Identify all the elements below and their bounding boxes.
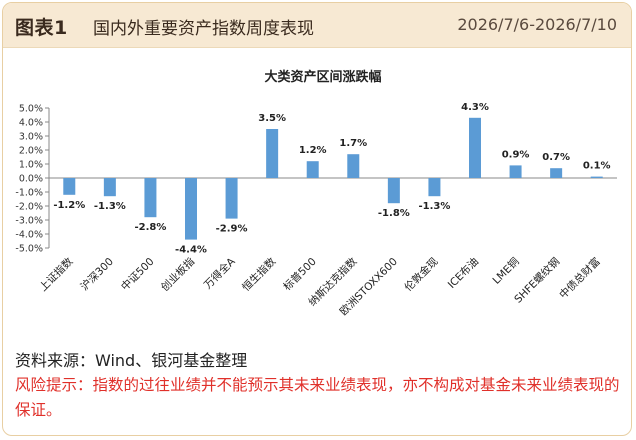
data-label: 4.3%: [461, 102, 489, 113]
bar: [428, 178, 441, 197]
data-label: -1.8%: [378, 208, 410, 219]
x-tick-label: 上证指数: [37, 255, 76, 294]
x-tick-label: 标普500: [281, 255, 319, 293]
data-label: -4.4%: [175, 245, 207, 256]
x-tick-label: 中债总财富: [557, 255, 603, 301]
data-label: -2.9%: [216, 224, 248, 235]
figure-header: 图表1 国内外重要资产指数周度表现 2026/7/6-2026/7/10: [3, 3, 631, 48]
y-tick-label: 5.0%: [19, 104, 43, 115]
y-tick-label: -1.0%: [15, 188, 43, 199]
y-tick-label: -4.0%: [15, 230, 43, 241]
x-tick-label: 中证500: [118, 255, 156, 293]
data-label: 1.7%: [339, 138, 367, 149]
data-label: -2.8%: [134, 222, 166, 233]
y-tick-label: 4.0%: [19, 118, 43, 129]
bar: [550, 168, 563, 178]
y-tick-label: 3.0%: [19, 132, 43, 143]
bar: [185, 178, 197, 240]
x-tick-label: ICE布油: [445, 255, 481, 291]
risk-notice: 风险提示：指数的过往业绩并不能预示其未来业绩表现，亦不构成对基金未来业绩表现的保…: [15, 376, 620, 419]
x-tick-label: 创业板指: [158, 255, 197, 294]
x-tick-label: LME铜: [491, 256, 522, 287]
bar: [469, 117, 481, 178]
bars: [63, 117, 603, 240]
figure-title: 国内外重要资产指数周度表现: [93, 19, 314, 39]
x-axis-labels: 上证指数 沪深300 中证500 创业板指 万得全A 恒生指数 标普500纳斯达克指数欧洲S…: [37, 254, 603, 318]
chart-area: 大类资产区间涨跌幅 5.0% 4.0% 3.0% 2.0% 1.0% 0.0% -1.0% -…: [3, 48, 631, 338]
data-labels: -1.2% -1.3% -2.8% -4.4% -2.9% 3.5% 1.2% 1.7% -1.…: [53, 102, 610, 256]
bar-chart: 大类资产区间涨跌幅 5.0%4.0%3.0%2.0%1.0%0.0%-1.0%-…: [15, 69, 617, 318]
bar: [225, 178, 238, 219]
data-label: -1.3%: [418, 201, 450, 212]
bar: [266, 129, 279, 178]
y-tick-label: -5.0%: [15, 244, 43, 255]
bar: [387, 178, 400, 204]
data-label: 0.1%: [583, 161, 611, 172]
bar: [509, 165, 522, 178]
bar: [590, 176, 603, 178]
x-tick-label: 恒生指数: [239, 255, 278, 294]
chart-title: 大类资产区间涨跌幅: [264, 69, 381, 85]
y-tick-label: 2.0%: [19, 146, 43, 157]
bar: [63, 178, 76, 195]
figure-card: 图表1 国内外重要资产指数周度表现 2026/7/6-2026/7/10 大类资…: [2, 2, 632, 436]
data-label: 1.2%: [299, 145, 327, 156]
bar: [306, 161, 319, 178]
data-label: -1.2%: [53, 200, 85, 211]
y-tick-label: -3.0%: [15, 216, 43, 227]
data-label: 0.7%: [542, 152, 570, 163]
x-tick-label: 万得全A: [201, 254, 238, 291]
bar: [144, 178, 157, 218]
x-tick-label: 沪深300: [78, 255, 116, 293]
x-tick-label: 伦敦金现: [402, 255, 441, 294]
date-range: 2026/7/6-2026/7/10: [457, 15, 617, 34]
y-tick-label: -2.0%: [15, 202, 43, 213]
bar: [103, 178, 116, 197]
bar: [347, 154, 360, 178]
figure-label: 图表1: [15, 17, 68, 39]
y-axis: 5.0%4.0%3.0%2.0%1.0%0.0%-1.0%-2.0%-3.0%-…: [15, 104, 617, 255]
y-tick-label: 1.0%: [19, 160, 43, 171]
source-note: 资料来源：Wind、银河基金整理: [15, 351, 248, 370]
y-tick-label: 0.0%: [19, 174, 43, 185]
data-label: 0.9%: [502, 149, 530, 160]
data-label: -1.3%: [94, 201, 126, 212]
data-label: 3.5%: [258, 113, 286, 124]
